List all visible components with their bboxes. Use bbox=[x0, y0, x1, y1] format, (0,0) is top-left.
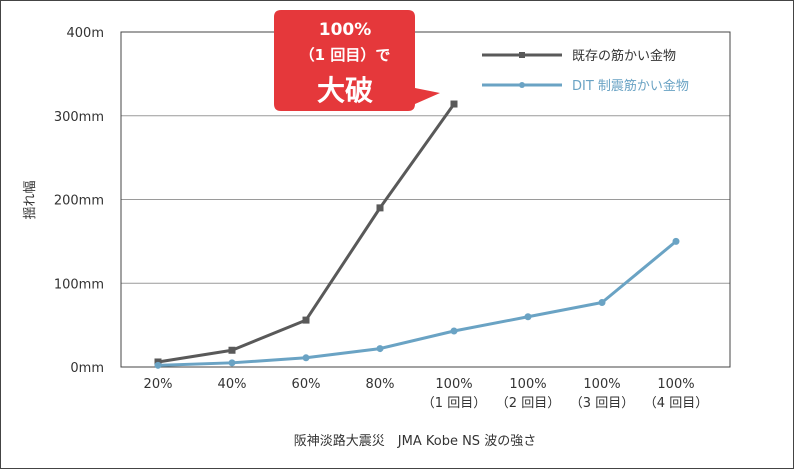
destroyed-callout: 100% （1 回目）で 大破 bbox=[274, 10, 440, 111]
x-tick-label: 100%（1 回目） bbox=[422, 377, 486, 411]
series-layer bbox=[154, 100, 680, 369]
x-tick-label: 40% bbox=[218, 377, 247, 392]
data-point bbox=[302, 316, 310, 324]
data-point bbox=[228, 359, 236, 367]
data-point bbox=[376, 204, 384, 212]
data-point bbox=[524, 313, 532, 321]
legend-label-dit: DIT 制震筋かい金物 bbox=[572, 78, 689, 94]
grid-lines bbox=[121, 115, 730, 284]
data-point bbox=[154, 361, 162, 369]
x-tick-label: 20% bbox=[144, 377, 173, 392]
callout-bubble bbox=[274, 10, 440, 111]
legend-marker-dit bbox=[519, 82, 525, 88]
y-axis-ticks: 0mm 100mm 200mm 300mm 400m bbox=[54, 26, 104, 376]
y-tick-label: 200mm bbox=[54, 194, 104, 209]
x-tick-label: 80% bbox=[366, 377, 395, 392]
x-tick-label: 100%（3 回目） bbox=[570, 377, 634, 411]
x-tick-label: 100%（4 回目） bbox=[644, 377, 708, 411]
callout-line-3: 大破 bbox=[317, 74, 373, 107]
x-axis-title: 阪神淡路大震災 JMA Kobe NS 波の強さ bbox=[294, 433, 536, 449]
data-point bbox=[450, 100, 458, 108]
data-point bbox=[598, 299, 606, 307]
data-point bbox=[302, 354, 310, 362]
x-tick-label: 100%（2 回目） bbox=[496, 377, 560, 411]
legend-label-existing: 既存の筋かい金物 bbox=[572, 48, 676, 64]
x-tick-label: 60% bbox=[292, 377, 321, 392]
y-tick-label: 100mm bbox=[54, 277, 104, 292]
legend-marker-existing bbox=[519, 52, 525, 58]
legend: 既存の筋かい金物 DIT 制震筋かい金物 bbox=[482, 48, 689, 94]
data-point bbox=[450, 327, 458, 335]
series-line-1 bbox=[157, 240, 677, 367]
data-point bbox=[376, 345, 384, 353]
y-tick-label: 400m bbox=[67, 26, 104, 41]
data-point bbox=[228, 346, 236, 354]
y-tick-label: 0mm bbox=[70, 361, 104, 376]
callout-line-1: 100% bbox=[319, 20, 372, 40]
plot-area bbox=[120, 31, 731, 368]
y-tick-label: 300mm bbox=[54, 110, 104, 125]
y-axis-title: 揺れ幅 bbox=[23, 180, 38, 219]
data-point bbox=[672, 237, 680, 245]
x-axis-ticks: 20% 40% 60% 80% 100%（1 回目） 100%（2 回目） 100%（3 回… bbox=[144, 377, 709, 411]
callout-line-2: （1 回目）で bbox=[300, 46, 391, 64]
